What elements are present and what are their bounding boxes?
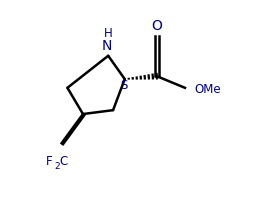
Text: O: O <box>151 19 162 33</box>
Text: OMe: OMe <box>195 83 221 96</box>
Text: S: S <box>120 79 127 92</box>
Text: C: C <box>59 155 68 168</box>
Text: F: F <box>46 155 53 168</box>
Text: N: N <box>102 39 112 53</box>
Text: 2: 2 <box>54 162 60 171</box>
Text: H: H <box>104 27 113 40</box>
